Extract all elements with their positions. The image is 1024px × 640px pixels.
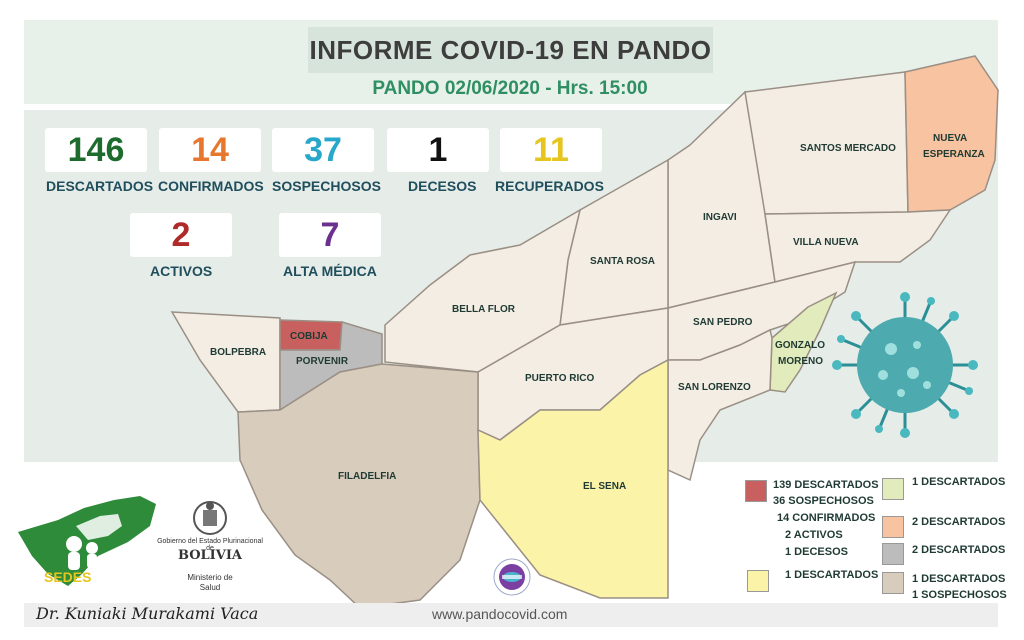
gov-logo-line1: Gobierno del Estado Plurinacional de [157,538,263,552]
stat-confirmados-value: 14 [159,128,261,172]
footer-band [24,603,998,627]
region-filadelfia [237,363,481,609]
label-puerto-rico: PUERTO RICO [525,373,594,384]
sedes-logo: SEDES [18,496,156,586]
legend-green-text: 1 DESCARTADOS [912,476,1006,488]
report-date: PANDO 02/06/2020 - Hrs. 15:00 [372,78,648,99]
label-santos-mercado: SANTOS MERCADO [800,143,896,154]
legend-red-line-2: 36 SOSPECHOSOS [773,495,874,507]
legend-swatch-tan [882,572,904,594]
label-nueva-esperanza-2: ESPERANZA [923,149,985,160]
legend-red-line-1: 139 DESCARTADOS [773,479,879,491]
stat-confirmados-label: CONFIRMADOS [158,178,264,194]
label-san-lorenzo: SAN LORENZO [678,382,751,393]
ministry-line2: Salud [199,583,221,592]
gov-logo-line2: BOLIVIA [177,548,243,563]
sedes-logo-text: SEDES [44,569,91,585]
ministry-line1: Ministerio de [187,573,233,582]
label-nueva-esperanza-1: NUEVA [933,133,967,144]
pando-covid-badge-icon [493,558,531,596]
label-bella-flor: BELLA FLOR [452,304,516,315]
label-gonzalo-moreno-2: MORENO [778,356,823,367]
region-san-lorenzo [667,328,773,482]
stat-sospechosos-value: 37 [272,128,374,172]
legend-red-line-5: 1 DECESOS [785,546,848,558]
legend-yellow-text: 1 DESCARTADOS [785,569,879,581]
stat-decesos-label: DECESOS [408,178,477,194]
label-gonzalo-moreno-1: GONZALO [775,340,825,351]
label-bolpebra: BOLPEBRA [210,347,266,358]
stat-descartados-label: DESCARTADOS [46,178,154,194]
legend-swatch-orange [882,516,904,538]
legend-orange-text: 2 DESCARTADOS [912,516,1006,528]
stat-alta-medica-value: 7 [279,213,381,257]
page-title: INFORME COVID-19 EN PANDO [309,34,712,65]
region-el-sena [477,358,669,599]
label-villa-nueva: VILLA NUEVA [793,237,859,248]
region-bella-flor [384,208,582,373]
legend-gray-text: 2 DESCARTADOS [912,544,1006,556]
legend-swatch-green [882,478,904,500]
label-cobija: COBIJA [290,331,328,342]
stat-recuperados-label: RECUPERADOS [495,178,604,194]
title-box: INFORME COVID-19 EN PANDO [308,27,713,73]
legend-red-line-3: 14 CONFIRMADOS [777,512,876,524]
stat-activos-label: ACTIVOS [150,263,213,279]
author-signature: Dr. Kuniaki Murakami Vaca [36,604,259,623]
stat-activos-value: 2 [130,213,232,257]
label-porvenir: PORVENIR [296,356,349,367]
stat-descartados-value: 146 [45,128,147,172]
stat-sospechosos-label: SOSPECHOSOS [272,178,381,194]
legend-swatch-gray [882,543,904,565]
legend-tan-line-1: 1 DESCARTADOS [912,573,1006,585]
legend-tan-line-2: 1 SOSPECHOSOS [912,589,1007,601]
label-el-sena: EL SENA [583,481,626,492]
bolivia-coat-of-arms-icon [193,501,227,535]
legend-swatch-yellow [747,570,769,592]
region-bolpebra [170,311,281,413]
legend-swatch-red [745,480,767,502]
website-link[interactable]: www.pandocovid.com [432,606,568,622]
label-ingavi: INGAVI [703,212,737,223]
label-filadelfia: FILADELFIA [338,471,396,482]
stat-alta-medica-label: ALTA MÉDICA [283,263,377,279]
label-san-pedro: SAN PEDRO [693,317,753,328]
label-santa-rosa: SANTA ROSA [590,256,655,267]
legend-red-line-4: 2 ACTIVOS [785,529,843,541]
stat-decesos-value: 1 [387,128,489,172]
stat-recuperados-value: 11 [500,128,602,172]
virus-illustration [832,292,978,438]
